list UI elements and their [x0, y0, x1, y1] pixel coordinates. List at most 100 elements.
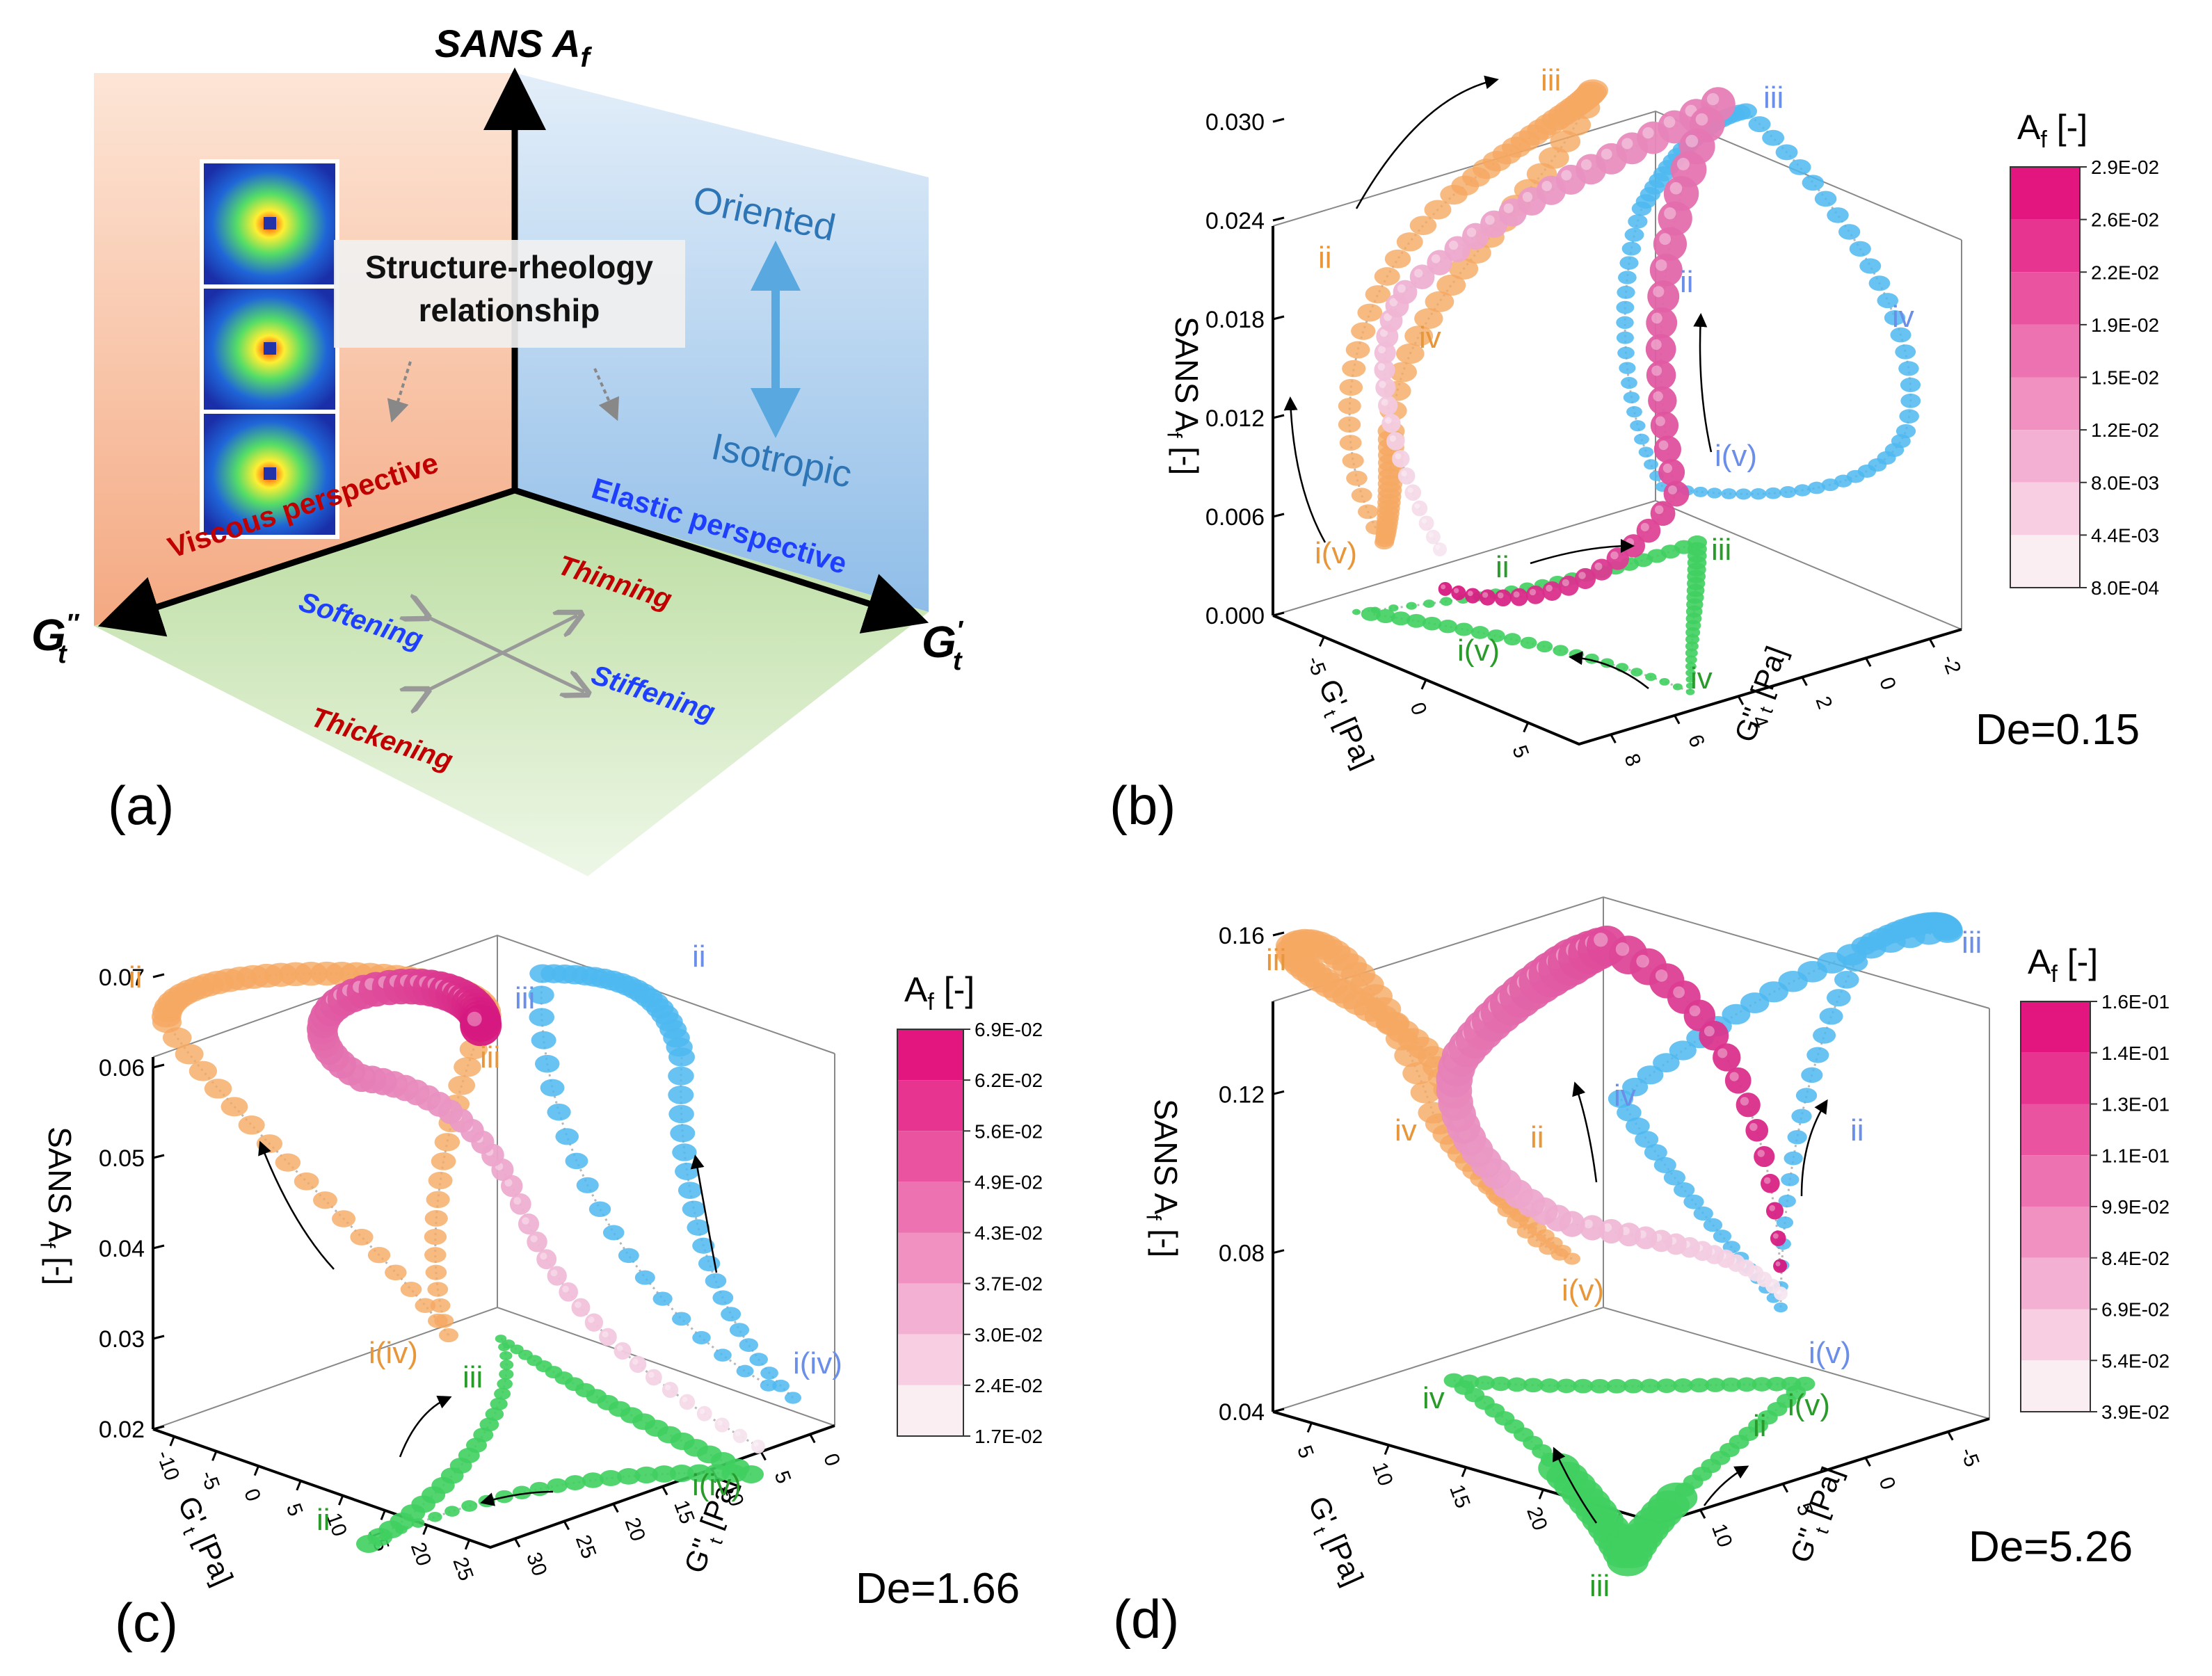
b-colorbar-label: 2.2E-02	[2091, 261, 2159, 283]
b-label-o-iv: iv	[1419, 321, 1441, 355]
d-x-label: 15	[1445, 1481, 1474, 1511]
b-mag-highlight	[1667, 485, 1677, 494]
d-orange-point	[1402, 1062, 1434, 1085]
c-green-point	[499, 1369, 514, 1380]
b-blue-point	[1827, 207, 1849, 223]
c-z-label: 0.04	[99, 1236, 145, 1262]
d-arrow-2	[1800, 1099, 1828, 1197]
c-blue-point	[687, 1219, 710, 1236]
b-colorbar-label: 1.5E-02	[2091, 367, 2159, 389]
b-y-tick	[1737, 695, 1745, 705]
c-blue-point	[576, 1177, 599, 1193]
c-z-label: 0.03	[99, 1326, 145, 1353]
b-mag-highlight	[1522, 192, 1533, 202]
left-axis-label: G′′ t	[31, 609, 80, 669]
b-green-point	[1685, 688, 1695, 695]
d-green-point	[1752, 1377, 1772, 1392]
c-label-b-ii: ii	[692, 940, 706, 974]
b-orange-point	[1448, 258, 1479, 280]
b-blue-point	[1821, 478, 1839, 492]
c-y-tick	[662, 1485, 668, 1496]
b-mag-point	[1418, 515, 1434, 531]
c-orange-point	[275, 1153, 301, 1172]
b-mag-point	[1409, 264, 1435, 290]
c-y-label: 25	[571, 1532, 600, 1562]
b-y-tick	[1801, 677, 1808, 686]
c-y-label: 5	[769, 1468, 795, 1487]
c-mag-point	[696, 1405, 712, 1421]
b-blue-point	[1721, 488, 1737, 499]
c-x-tick	[380, 1510, 386, 1520]
d-blue-point	[1740, 992, 1770, 1013]
c-mag-highlight	[522, 1217, 529, 1225]
b-blue-point	[1693, 486, 1708, 497]
c-green-point	[704, 1464, 730, 1483]
c-blue-point	[588, 1201, 611, 1218]
d-blue-point	[1806, 1047, 1829, 1063]
d-y-tick	[1781, 1483, 1789, 1493]
b-colorbar-swatch	[2010, 430, 2080, 483]
d-orange-point	[1410, 1081, 1441, 1104]
b-mag-point	[1649, 253, 1683, 287]
b-mag-point	[1653, 227, 1688, 261]
b-mag-highlight	[1428, 532, 1434, 538]
b-x-tick	[1318, 636, 1325, 647]
b-blue-point	[1884, 310, 1906, 325]
d-blue-point	[1826, 989, 1851, 1007]
b-green-point	[1423, 599, 1435, 609]
c-blue-point	[678, 1182, 703, 1199]
c-mag-point	[559, 1282, 578, 1302]
b-mag-highlight	[1466, 227, 1477, 237]
b-mag-highlight	[1513, 591, 1520, 598]
b-green-point	[1685, 655, 1697, 664]
d-orange-point	[1554, 1244, 1571, 1257]
c-x-label: -5	[196, 1467, 224, 1492]
panel-c: 0.020.030.040.050.060.07-10-505101520253…	[36, 934, 1043, 1653]
c-orange-point	[426, 1191, 450, 1209]
c-blue-point	[736, 1364, 754, 1378]
c-blue-point	[529, 1008, 555, 1026]
d-mag-highlight	[1775, 1261, 1781, 1266]
c-mag-point	[645, 1369, 662, 1386]
c-xlabel: G't [Pa]	[167, 1492, 240, 1593]
d-blue-point	[1644, 1144, 1667, 1161]
b-label-g-iii: iii	[1711, 533, 1731, 567]
c-label-g-iiv: i(iv)	[692, 1468, 742, 1502]
d-label-g-iv: i(v)	[1788, 1388, 1830, 1422]
b-mag-point	[1650, 501, 1676, 526]
d-colorbar-label: 6.9E-02	[2101, 1299, 2170, 1321]
d-colorbar-label: 3.9E-02	[2101, 1401, 2170, 1423]
c-blue-point	[670, 1124, 696, 1143]
d-label-g-iii: iii	[1589, 1569, 1610, 1603]
b-label-b-iv: iv	[1892, 300, 1914, 334]
d-mag-point	[1724, 1067, 1752, 1094]
c-green-point	[564, 1475, 586, 1491]
b-mag-highlight	[1378, 346, 1386, 354]
d-green-point	[1673, 1378, 1693, 1393]
c-label-g-ii: ii	[316, 1503, 330, 1537]
right-axis	[513, 487, 929, 634]
b-mag-point	[1645, 334, 1676, 364]
d-label-o-iv: iv	[1395, 1113, 1417, 1147]
c-orange-point	[439, 1328, 458, 1343]
b-blue-point	[1617, 346, 1635, 360]
c-blue-point	[555, 1128, 579, 1145]
c-mag-point	[662, 1381, 679, 1399]
b-mag-point	[1650, 411, 1679, 440]
c-green-point	[721, 1464, 747, 1483]
d-y-tick	[1947, 1431, 1954, 1441]
c-colorbar-label: 6.2E-02	[975, 1070, 1043, 1091]
b-mag-highlight	[1651, 339, 1662, 350]
b-green-point	[1685, 682, 1695, 689]
c-blue-point	[692, 1237, 715, 1254]
d-mag-highlight	[1757, 1150, 1765, 1157]
c-x-label: 0	[239, 1485, 265, 1504]
b-orange-point	[1374, 267, 1400, 286]
c-mag-highlight	[530, 1235, 538, 1243]
c-orange-point	[294, 1172, 319, 1191]
c-orange-point	[313, 1191, 337, 1209]
c-z-tick	[152, 1063, 165, 1069]
d-mag-highlight	[1621, 1227, 1630, 1236]
b-orange-point	[1569, 97, 1601, 119]
d-colorbar-title: Af [-]	[2028, 942, 2098, 988]
